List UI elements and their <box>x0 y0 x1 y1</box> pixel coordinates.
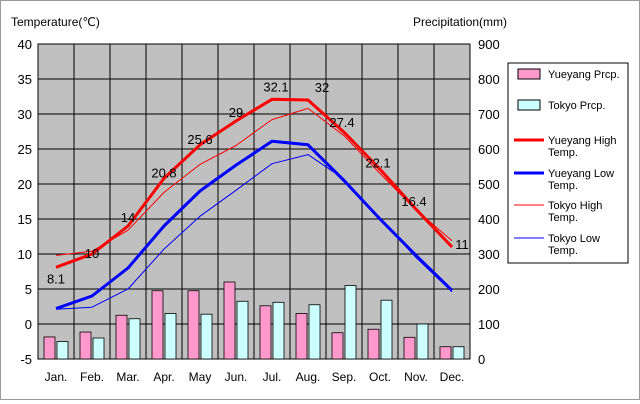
y-axis-right-label: Precipitation(mm) <box>413 15 507 29</box>
x-tick-label: May <box>189 370 212 384</box>
data-label: 29 <box>229 105 243 120</box>
data-label: 25.6 <box>187 132 212 147</box>
tokyo-low-temp-legend-label: Tokyo Low Temp. <box>548 233 600 257</box>
data-label: 32.1 <box>263 79 288 94</box>
y-left-tick-label: 5 <box>25 282 32 297</box>
y-right-tick-label: 200 <box>478 282 500 297</box>
tokyo-prcp-legend-label: Tokyo Prcp. <box>548 100 605 112</box>
yueyang-high-temp-legend-label: Yueyang High Temp. <box>548 135 617 159</box>
y-left-tick-label: -5 <box>20 352 32 367</box>
data-label: 11 <box>455 237 469 252</box>
data-label: 32 <box>315 80 329 95</box>
y-right-tick-label: 700 <box>478 107 500 122</box>
y-right-tick-label: 800 <box>478 72 500 87</box>
y-right-tick-label: 500 <box>478 177 500 192</box>
x-tick-label: Oct. <box>369 370 391 384</box>
tokyo-prcp-legend-swatch <box>517 99 541 111</box>
tokyo-prcp-bar <box>272 301 285 360</box>
point-labels: 8.1 10 14 20.8 25.6 29 32.1 32 27.4 22.1 16.4 11 <box>47 79 469 286</box>
data-label: 27.4 <box>329 115 354 130</box>
yueyang-high-temp-line <box>55 97 454 269</box>
y-left-tick-label: 10 <box>18 247 32 262</box>
y-right-tick-label: 100 <box>478 317 500 332</box>
x-tick-label: Jun. <box>225 370 248 384</box>
y-right-tick-label: 300 <box>478 247 500 262</box>
y-axis-right-ticks: 900 800 700 600 500 400 300 200 100 0 <box>478 37 500 367</box>
temperature-lines <box>55 97 454 311</box>
x-tick-label: Dec. <box>440 370 465 384</box>
yueyang-prcp-bar <box>295 313 308 360</box>
x-tick-label: Jul. <box>263 370 282 384</box>
yueyang-prcp-bar <box>259 305 272 360</box>
y-left-tick-label: 25 <box>18 142 32 157</box>
tokyo-prcp-bar <box>236 300 249 360</box>
y-axis-left-ticks: 40 35 30 25 20 15 10 5 0 -5 <box>18 37 32 367</box>
data-label: 14 <box>121 210 135 225</box>
x-tick-label: Aug. <box>296 370 321 384</box>
tokyo-prcp-bar <box>344 285 357 360</box>
yueyang-prcp-bar <box>439 346 452 360</box>
x-tick-label: Jan. <box>45 370 68 384</box>
data-label: 20.8 <box>151 165 176 180</box>
tokyo-prcp-bar <box>56 341 69 360</box>
precipitation-bars <box>43 281 465 360</box>
yueyang-prcp-bar <box>187 290 200 360</box>
data-label: 8.1 <box>47 271 65 286</box>
x-axis-ticks: Jan. Feb. Mar. Apr. May Jun. Jul. Aug. Sep. Oct. N… <box>45 370 465 384</box>
yueyang-prcp-bar <box>403 336 416 360</box>
tokyo-prcp-bar <box>380 299 393 360</box>
tokyo-prcp-bar <box>308 304 321 360</box>
y-left-tick-label: 15 <box>18 212 32 227</box>
x-tick-label: Feb. <box>80 370 104 384</box>
yueyang-prcp-bar <box>223 281 236 360</box>
yueyang-prcp-bar <box>115 314 128 360</box>
yueyang-prcp-bar <box>331 332 344 360</box>
data-label: 16.4 <box>401 194 426 209</box>
tokyo-prcp-bar <box>200 313 213 360</box>
y-left-tick-label: 35 <box>18 72 32 87</box>
grid-lines <box>38 44 470 359</box>
tokyo-prcp-bar <box>416 323 429 360</box>
y-right-tick-label: 600 <box>478 142 500 157</box>
tokyo-high-temp-line <box>55 107 453 256</box>
y-right-tick-label: 900 <box>478 37 500 52</box>
yueyang-prcp-bar <box>151 290 164 360</box>
x-tick-label: Mar. <box>116 370 139 384</box>
tokyo-prcp-bar <box>128 318 141 360</box>
y-left-tick-label: 30 <box>18 107 32 122</box>
y-left-tick-label: 0 <box>25 317 32 332</box>
y-right-tick-label: 0 <box>478 352 485 367</box>
legend-box <box>507 62 629 264</box>
tokyo-high-temp-legend-label: Tokyo High Temp. <box>548 200 602 224</box>
yueyang-prcp-bar <box>43 336 56 360</box>
data-label: 10 <box>85 246 99 261</box>
yueyang-prcp-bar <box>367 328 380 360</box>
x-tick-label: Nov. <box>404 370 428 384</box>
yueyang-prcp-bar <box>79 331 92 360</box>
tokyo-prcp-bar <box>452 346 465 360</box>
yueyang-low-temp-line <box>55 139 454 311</box>
y-left-tick-label: 20 <box>18 177 32 192</box>
y-right-tick-label: 400 <box>478 212 500 227</box>
yueyang-prcp-legend-swatch <box>517 68 541 80</box>
yueyang-low-temp-legend-label: Yueyang Low Temp. <box>548 168 614 192</box>
y-axis-left-label: Temperature(℃) <box>11 15 100 29</box>
tokyo-prcp-bar <box>92 337 105 360</box>
x-tick-label: Apr. <box>153 370 174 384</box>
yueyang-prcp-legend-label: Yueyang Prcp. <box>548 69 620 81</box>
data-label: 22.1 <box>365 155 390 170</box>
y-left-tick-label: 40 <box>18 37 32 52</box>
tokyo-prcp-bar <box>164 313 177 360</box>
x-tick-label: Sep. <box>332 370 357 384</box>
legend: Yueyang Prcp. Tokyo Prcp. Yueyang High Temp… <box>507 62 629 264</box>
